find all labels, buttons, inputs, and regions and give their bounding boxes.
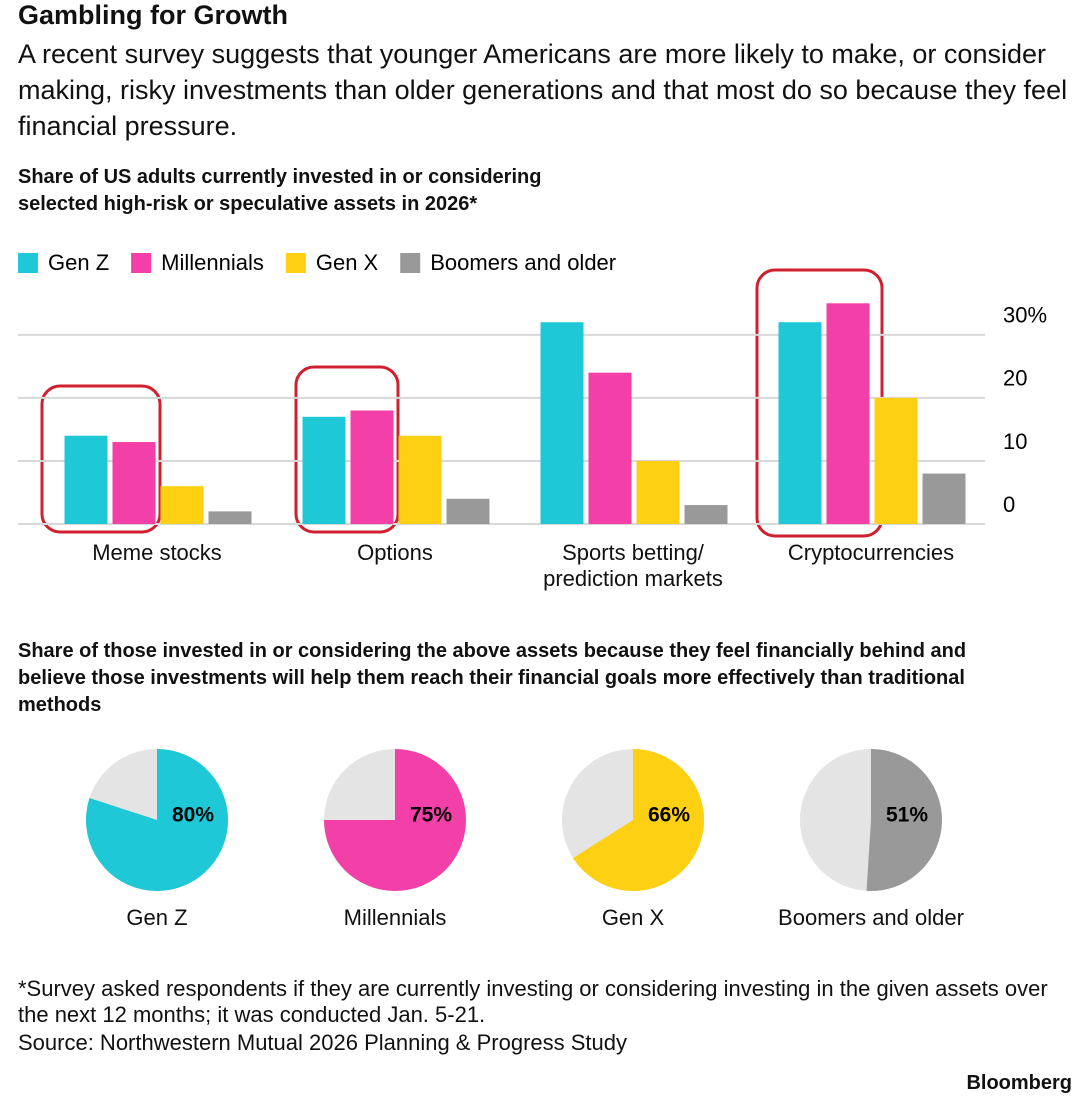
pie-slice: [866, 749, 942, 892]
value-label: 66%: [648, 804, 690, 827]
x-tick-label: Sports betting/ prediction markets: [543, 540, 723, 591]
bar: [636, 460, 680, 524]
bar: [64, 435, 108, 524]
legend-label: Gen Z: [48, 250, 109, 275]
y-tick-label: 20: [1003, 366, 1027, 391]
legend-swatch: [131, 253, 152, 273]
bar: [350, 410, 394, 524]
value-label: 80%: [172, 804, 214, 827]
x-tick-label: Meme stocks: [92, 540, 222, 565]
brand: Bloomberg: [966, 1072, 1072, 1094]
bar: [208, 511, 252, 524]
category-label: Millennials: [343, 905, 447, 930]
bar: [302, 416, 346, 524]
y-tick-label: 0: [1003, 492, 1015, 517]
bar: [826, 303, 870, 524]
bar: [922, 473, 966, 524]
bar: [588, 372, 632, 524]
bar: [398, 435, 442, 524]
value-label: 75%: [410, 804, 452, 827]
category-label: Boomers and older: [778, 905, 964, 930]
x-tick-label: Cryptocurrencies: [787, 540, 955, 565]
bar: [684, 505, 728, 524]
subtitle: A recent survey suggests that younger Am…: [18, 39, 1068, 141]
y-tick-label: 30%: [1003, 303, 1047, 328]
bar: [112, 442, 156, 524]
pie-slice: [573, 749, 704, 892]
category-label: Gen X: [601, 905, 665, 930]
legend-swatch: [18, 253, 38, 273]
bar: [160, 486, 204, 524]
pie-slice: [324, 749, 466, 891]
legend-label: Gen X: [316, 250, 379, 275]
chart-title: Share of those invested in or considerin…: [18, 640, 967, 716]
chart-title: Share of US adults currently invested in…: [18, 166, 542, 215]
title: Gambling for Growth: [18, 0, 288, 30]
footnote: *Survey asked respondents if they are cu…: [18, 976, 1048, 1027]
value-label: 51%: [886, 804, 928, 827]
bar: [540, 322, 584, 524]
legend-swatch: [285, 253, 306, 273]
bar: [874, 397, 918, 524]
pie-slice: [86, 749, 228, 891]
x-tick-label: Options: [357, 540, 433, 565]
bar: [446, 498, 490, 524]
legend-label: Millennials: [161, 250, 264, 275]
category-label: Gen Z: [126, 905, 188, 930]
bar: [778, 322, 822, 524]
source: Source: Northwestern Mutual 2026 Plannin…: [18, 1030, 627, 1055]
highlight: [40, 384, 162, 534]
highlight: [294, 365, 400, 534]
legend-swatch: [400, 253, 421, 273]
legend-label: Boomers and older: [430, 250, 616, 275]
y-tick-label: 10: [1003, 429, 1027, 454]
